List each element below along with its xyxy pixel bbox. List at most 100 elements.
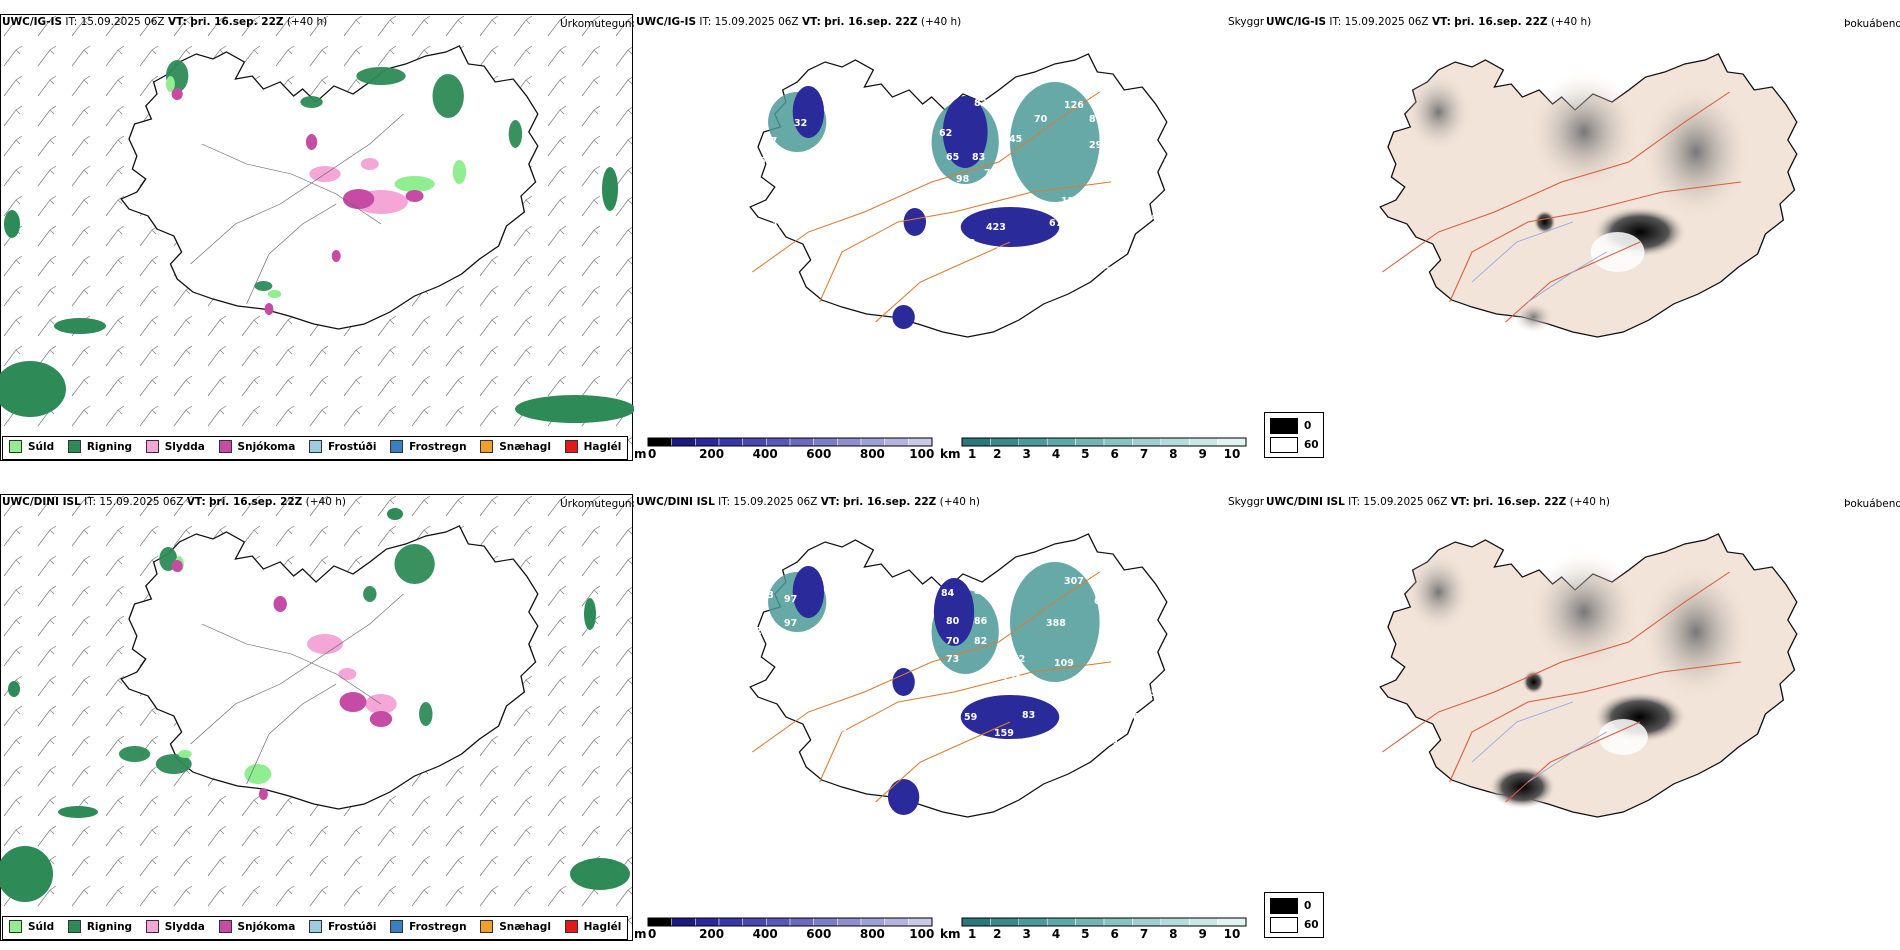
colorbar-segment [1018, 917, 1048, 927]
colorbar-tick-label: 1000 [909, 447, 934, 461]
legend-swatch [145, 920, 159, 933]
precip-map-row1 [0, 16, 634, 460]
svg-text:109: 109 [1054, 658, 1074, 669]
colorbar-segment [1188, 917, 1218, 927]
legend-swatch [564, 440, 578, 453]
colorbar-segment [742, 917, 767, 927]
svg-text:356: 356 [942, 346, 962, 357]
colorbar-segment [1132, 437, 1162, 447]
vt-value: þri. 16.sep. 22Z [824, 16, 918, 28]
colorbar-segment [742, 437, 767, 447]
colorbar-tick-label: 8 [1169, 447, 1177, 461]
legend-swatch [564, 920, 578, 933]
precip-map-row2 [0, 496, 632, 940]
colorbar-segment [1103, 917, 1133, 927]
legend-item-slydda: Slydda [145, 440, 205, 453]
fog-legend-item-0: 0 [1270, 418, 1311, 434]
svg-text:388: 388 [1046, 618, 1066, 629]
lead-time: (+40 h) [1569, 496, 1610, 508]
map-header: UWC/IG-IS IT: 15.09.2025 06Z VT: þri. 16… [2, 16, 327, 28]
lead-time: (+40 h) [939, 496, 980, 508]
legend-swatch [1270, 917, 1298, 933]
fog-panel-row2: UWC/DINI ISL IT: 15.09.2025 06Z VT: þri.… [1264, 494, 1900, 942]
precip-frame [0, 14, 633, 461]
vt-label: VT: [186, 496, 206, 508]
vis-labels-row1: 218 93 77 59 47 32 57 64 97 87 53 185 10… [724, 64, 1177, 393]
colorbar-segment [961, 917, 991, 927]
svg-text:64: 64 [1064, 260, 1078, 271]
svg-text:91: 91 [1162, 642, 1175, 653]
colorbar-segment [990, 437, 1020, 447]
svg-text:98: 98 [956, 174, 970, 185]
svg-text:84: 84 [941, 588, 955, 599]
svg-text:203: 203 [1124, 108, 1144, 119]
colorbar-segment [1132, 917, 1162, 927]
it-value: 15.09.2025 06Z [714, 16, 799, 28]
colorbar-segment [837, 437, 862, 447]
colorbar-segment [718, 917, 743, 927]
precip-frame [0, 494, 633, 941]
colorbar-segment [647, 437, 672, 447]
panel-title: Þokuábendi [1844, 498, 1900, 510]
vis-colorbar-km: km 1 2 3 4 5 6 7 8 9 10 [940, 916, 1250, 942]
colorbar-tick-label: 4 [1052, 447, 1060, 461]
colorbar-tick-label: 600 [806, 927, 831, 941]
map-header: UWC/DINI ISL IT: 15.09.2025 06Z VT: þri.… [1266, 496, 1610, 508]
colorbar-tick-label: 4 [1052, 927, 1060, 941]
colorbar-tick-label: 10 [1224, 447, 1241, 461]
vis-colorbar-m: m0 200 400 600 800 1000 [634, 916, 943, 942]
svg-text:123: 123 [1076, 740, 1096, 751]
colorbar-tick-label: 0 [648, 927, 656, 941]
svg-text:103: 103 [722, 610, 742, 621]
colorbar-segment [1075, 437, 1105, 447]
vt-label: VT: [820, 496, 840, 508]
svg-text:105: 105 [1119, 158, 1139, 169]
svg-text:135: 135 [1050, 688, 1070, 699]
legend-item-haglel: Haglél [564, 920, 621, 933]
legend-item-slydda: Slydda [145, 920, 205, 933]
fog-legend-item-0: 0 [1270, 898, 1311, 914]
colorbar-unit: m [634, 447, 647, 461]
svg-text:84: 84 [1144, 212, 1158, 223]
svg-text:159: 159 [994, 728, 1014, 739]
svg-text:40: 40 [726, 702, 740, 713]
svg-text:219: 219 [896, 348, 916, 359]
svg-text:167: 167 [996, 246, 1016, 257]
fog-legend-item-60: 60 [1270, 917, 1319, 933]
colorbar-segment [908, 437, 933, 447]
legend-swatch [390, 440, 404, 453]
svg-text:103: 103 [742, 234, 762, 245]
svg-text:82: 82 [999, 118, 1012, 129]
svg-text:86: 86 [974, 616, 988, 627]
svg-text:97: 97 [784, 618, 797, 629]
map-header: UWC/DINI ISL IT: 15.09.2025 06Z VT: þri.… [2, 496, 346, 508]
legend-swatch [480, 920, 494, 933]
svg-text:185: 185 [772, 220, 792, 231]
svg-text:46: 46 [764, 820, 778, 831]
svg-text:77: 77 [744, 78, 757, 89]
svg-text:32: 32 [794, 118, 807, 129]
svg-text:101: 101 [1140, 662, 1160, 673]
vt-value: þri. 16.sep. 22Z [843, 496, 937, 508]
it-label: IT: [1329, 16, 1342, 28]
svg-text:72: 72 [1012, 654, 1025, 665]
legend-item-frostregn: Frostregn [390, 920, 467, 933]
svg-text:96: 96 [1126, 712, 1140, 723]
svg-text:59: 59 [720, 588, 733, 599]
colorbar-frame [961, 917, 1247, 927]
legend-item-haglel: Haglél [564, 440, 621, 453]
legend-item-sudl: Súld [9, 920, 54, 933]
colorbar-tick-label: 1000 [909, 927, 934, 941]
svg-text:37: 37 [934, 864, 947, 875]
legend-item-frostregn: Frostregn [390, 440, 467, 453]
svg-text:47: 47 [764, 136, 777, 147]
vt-value: þri. 16.sep. 22Z [1473, 496, 1567, 508]
colorbar-segment [1046, 437, 1076, 447]
svg-text:87: 87 [1089, 114, 1102, 125]
svg-text:45: 45 [1009, 134, 1022, 145]
colorbar-segment [837, 917, 862, 927]
svg-text:95: 95 [1144, 688, 1157, 699]
visibility-map-row2: 127 59 59 183 97 97 103 122 87 53 40 73 … [720, 533, 1193, 875]
vis-colorbar-km-svg: km 1 2 3 4 5 6 7 8 9 10 [940, 917, 1247, 941]
svg-text:119: 119 [1034, 736, 1054, 747]
